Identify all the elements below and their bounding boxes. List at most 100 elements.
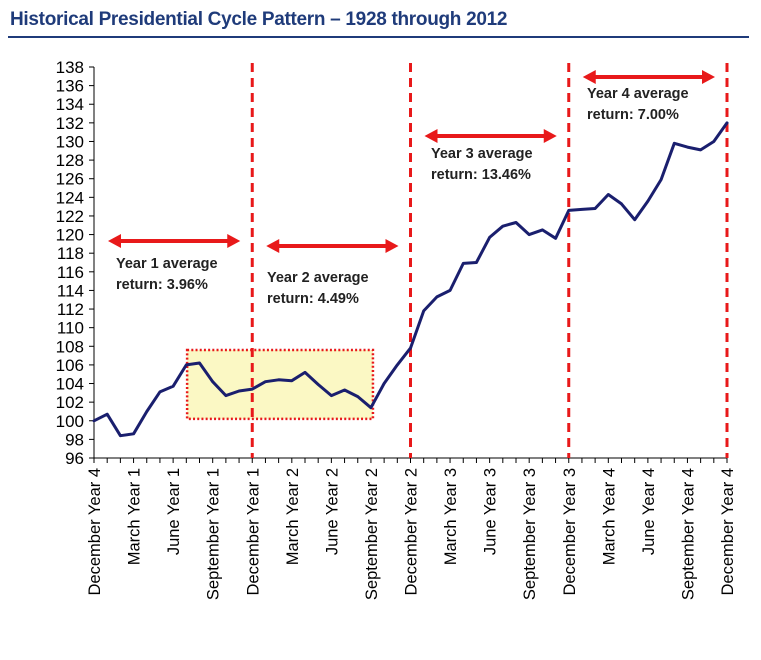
annotations: Year 1 average return: 3.96% Year 2 averag… [108,70,715,307]
data-point [514,221,518,224]
data-point [330,394,333,397]
data-point [409,346,412,350]
data-point [369,406,373,409]
y-tick-label: 110 [57,319,84,338]
y-tick-label: 102 [56,393,84,412]
data-point [435,295,439,299]
y-tick-label: 112 [57,300,84,319]
arrow-head [108,234,121,248]
data-point [686,145,689,149]
x-tick-label: September Year 2 [363,468,381,600]
y-tick-label: 134 [56,95,84,114]
x-tick-label: December Year 2 [403,468,421,596]
arrow-head [543,129,557,143]
x-tick-label: December Year 4 [719,468,737,596]
x-tick-label: September Year 4 [679,468,697,600]
y-tick-label: 106 [56,356,84,375]
data-point [119,434,122,437]
data-point [171,385,175,388]
data-point [264,380,267,383]
x-tick-label: March Year 3 [442,468,460,565]
series-line-group [92,121,729,438]
highlight-box [185,348,375,421]
x-tick-label: June Year 4 [640,468,658,555]
data-point [132,432,135,435]
chart-title: Historical Presidential Cycle Pattern – … [10,9,508,30]
y-tick-label: 98 [65,430,84,449]
data-point [185,363,188,367]
data-point [554,237,557,240]
arrow-head [582,70,596,84]
data-point [277,378,280,381]
y-tick-label: 118 [57,244,84,263]
data-point [356,395,359,398]
data-point [659,178,663,181]
data-point [303,371,307,374]
data-point [593,207,597,210]
data-point [646,199,650,203]
y-tick-label: 138 [56,58,84,77]
x-tick-label: December Year 4 [86,468,104,596]
data-point [633,218,636,221]
title-divider [8,36,749,38]
data-point [712,140,716,143]
data-point [105,413,109,416]
y-tick-label: 122 [56,207,84,226]
data-point [251,387,254,391]
annotation-text-line1: Year 1 average [116,256,218,272]
y-tick-label: 100 [56,412,84,431]
x-axis-ticks: December Year 4 March Year 1 June Year 1 Se… [86,458,737,600]
data-point [224,394,228,397]
data-point [501,224,505,228]
data-point [567,209,570,212]
x-tick-label: September Year 1 [205,468,223,600]
arrow-head [424,129,438,143]
annotation-text-line1: Year 4 average [587,86,689,102]
annotation-text-line1: Year 3 average [431,146,533,162]
x-tick-label: December Year 1 [244,468,262,596]
y-tick-label: 124 [56,188,84,207]
highlight-region [185,348,375,421]
y-tick-label: 104 [56,375,84,394]
x-tick-label: March Year 4 [600,468,618,565]
data-point [725,121,729,125]
data-point [699,148,702,152]
x-tick-label: June Year 3 [482,468,500,555]
data-point [396,363,399,367]
annotation-text-line2: return: 7.00% [587,107,679,123]
data-point [448,289,452,292]
arrow-head [266,239,280,253]
arrow-head [702,70,715,84]
x-tick-label: March Year 2 [284,468,302,565]
x-tick-label: June Year 1 [165,468,183,555]
data-point [673,142,676,145]
x-tick-label: March Year 1 [126,468,144,565]
annotation-text-line2: return: 4.49% [267,291,359,307]
x-tick-label: June Year 2 [323,468,341,555]
annotation-text-line1: Year 2 average [267,270,369,286]
year-boundary-lines [250,63,729,458]
y-tick-label: 116 [57,263,84,282]
data-point [211,380,214,383]
y-tick-label: 136 [56,77,84,96]
y-tick-label: 108 [56,337,84,356]
data-point [475,261,478,264]
data-point [92,419,96,422]
y-tick-label: 120 [56,226,84,245]
data-point [237,389,241,393]
data-point [527,233,531,236]
data-point [488,236,491,239]
x-tick-label: September Year 3 [521,468,539,600]
data-point [290,379,294,382]
data-point [580,208,584,211]
y-tick-label: 126 [56,170,84,189]
data-point [343,388,346,392]
data-point [158,390,162,394]
annotation-text-line2: return: 3.96% [116,277,208,293]
y-tick-label: 96 [65,449,84,468]
data-point [382,382,386,385]
data-point [198,361,201,365]
data-point [145,410,148,413]
arrow-head [385,239,399,253]
